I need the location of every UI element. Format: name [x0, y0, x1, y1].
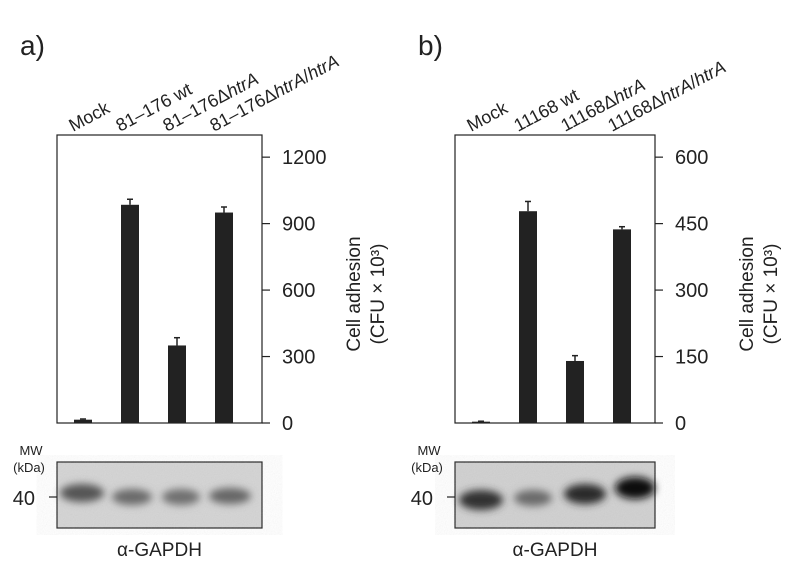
- mw-unit-label: (kDa): [13, 460, 45, 475]
- panel-label: b): [418, 30, 443, 61]
- plot-frame: [454, 134, 656, 424]
- panel-label: a): [20, 30, 45, 61]
- mw-label: MW: [19, 443, 43, 458]
- blot-label: α-GAPDH: [513, 540, 598, 561]
- y-tick-label: 300: [675, 280, 708, 302]
- bar: [519, 211, 537, 423]
- y-tick-label: 300: [282, 347, 315, 369]
- y-tick-label: 150: [675, 347, 708, 369]
- y-tick-label: 0: [675, 413, 686, 435]
- y-axis-label: (CFU × 10³): [368, 244, 389, 345]
- y-tick-label: 450: [675, 214, 708, 236]
- bar: [168, 345, 186, 423]
- bar: [74, 419, 92, 423]
- y-tick-label: 600: [675, 147, 708, 169]
- bar: [215, 212, 233, 423]
- mw-marker: 40: [13, 488, 35, 510]
- y-tick-label: 600: [282, 280, 315, 302]
- blot-image: [454, 461, 656, 529]
- mw-label: MW: [417, 443, 441, 458]
- y-axis-label: Cell adhesion: [344, 236, 365, 351]
- plot-frame: [56, 134, 263, 424]
- blot-label: α-GAPDH: [117, 540, 202, 561]
- bar: [121, 204, 139, 423]
- bar: [566, 360, 584, 423]
- bar: [613, 229, 631, 423]
- bar: [472, 421, 490, 423]
- mw-unit-label: (kDa): [411, 460, 443, 475]
- y-tick-label: 900: [282, 214, 315, 236]
- y-tick-label: 0: [282, 413, 293, 435]
- y-tick-label: 1200: [282, 147, 327, 169]
- x-tick-label: Mock: [463, 97, 511, 135]
- mw-marker: 40: [411, 488, 433, 510]
- y-axis-label: Cell adhesion: [737, 236, 758, 351]
- x-tick-label: Mock: [65, 97, 113, 135]
- blot-image: [56, 461, 263, 529]
- y-axis-label: (CFU × 10³): [761, 244, 782, 345]
